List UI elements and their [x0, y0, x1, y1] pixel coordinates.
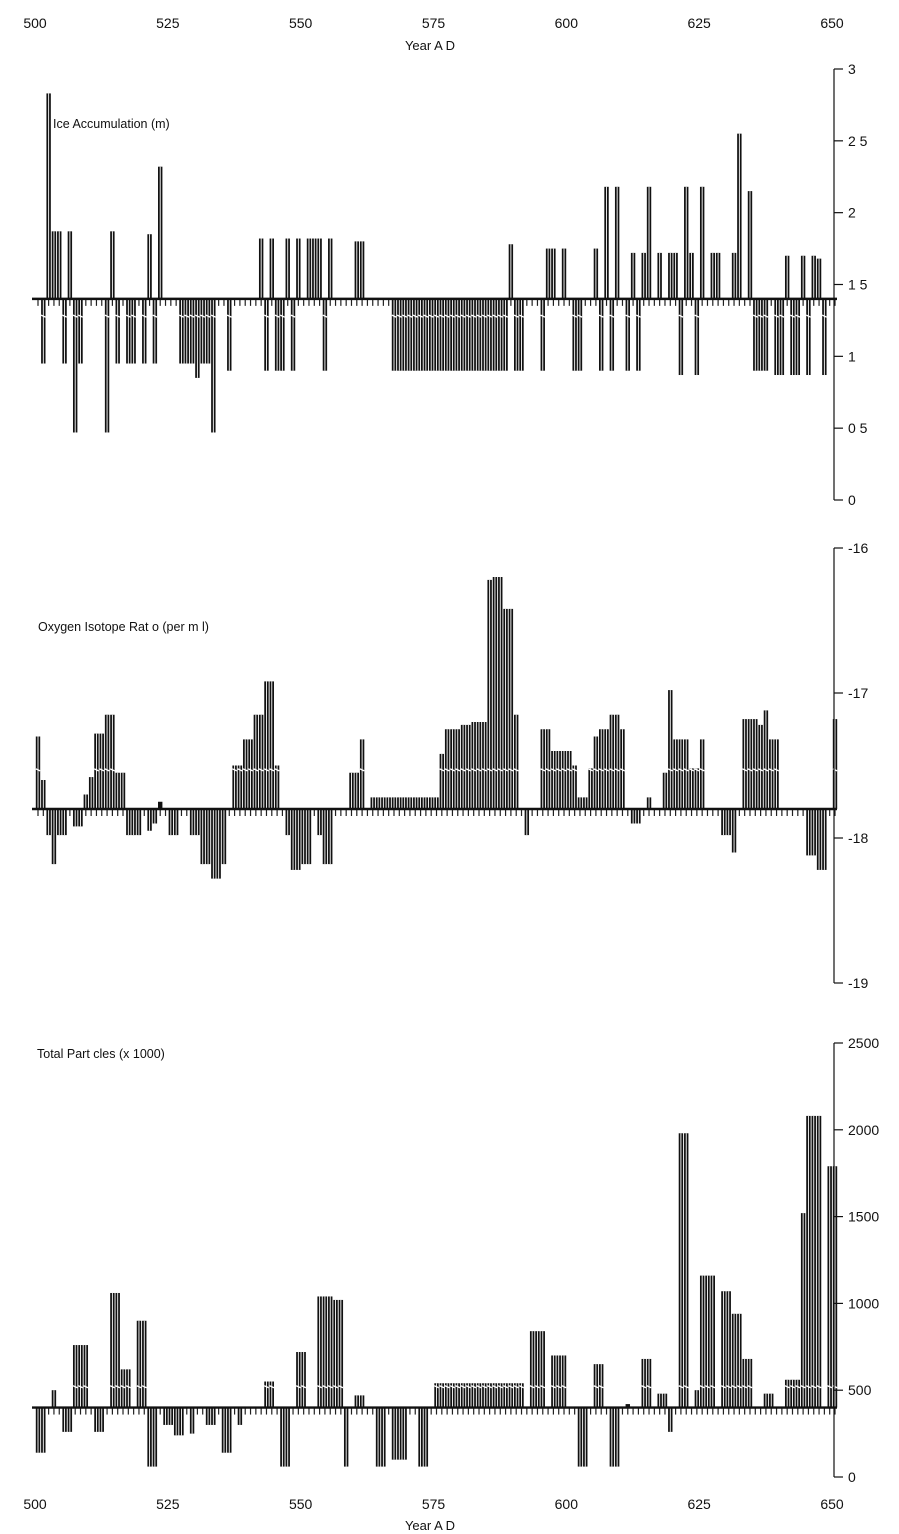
y-tick-label: 500 [848, 1382, 872, 1398]
x-tick-label: 525 [156, 15, 180, 31]
y-tick-label: -18 [848, 830, 868, 846]
x-tick-label: 650 [820, 1496, 844, 1512]
top-year-axis: 500 525 550 575 600 625 650 Year A D [23, 15, 844, 53]
y-tick-label: 2 [848, 205, 856, 221]
x-tick-label: 625 [687, 1496, 711, 1512]
y-tick-label: 2500 [848, 1035, 879, 1051]
ice-accumulation-panel: Ice Accumulation (m) 32 521 510 50 [32, 61, 868, 508]
x-tick-label: 575 [422, 15, 446, 31]
y-tick-label: 1500 [848, 1209, 879, 1225]
y-tick-label: 2 5 [848, 133, 868, 149]
y-tick-label: 0 5 [848, 420, 868, 436]
total-particles-bars [32, 1115, 838, 1467]
x-tick-label: 500 [23, 15, 47, 31]
y-tick-label: -17 [848, 685, 868, 701]
ice-accumulation-bars [32, 93, 837, 433]
y-tick-label: 2000 [848, 1122, 879, 1138]
bar [158, 801, 163, 809]
x-tick-label: 550 [289, 15, 313, 31]
y-tick-label: 3 [848, 61, 856, 77]
hatch-level-dashes [40, 314, 827, 318]
bottom-year-axis: 500 525 550 575 600 625 650 Year A D [23, 1496, 844, 1533]
hatch-level-dashes [35, 768, 838, 772]
y-tick-label: 1000 [848, 1295, 879, 1311]
total-particles-axis: 2500 2000 1500 1000 500 0 [833, 1035, 879, 1485]
y-tick-label: -19 [848, 975, 868, 991]
x-tick-label: 600 [555, 1496, 579, 1512]
y-tick-label: 1 [848, 348, 856, 364]
x-axis-title: Year A D [405, 1518, 455, 1533]
hatch-level-dashes [72, 1385, 838, 1389]
y-tick-label: -16 [848, 540, 868, 556]
ice-accumulation-title: Ice Accumulation (m) [53, 117, 170, 131]
oxygen-isotope-panel: Oxygen Isotope Rat o (per m l) -16 -17 -18… [32, 540, 868, 991]
oxygen-isotope-title: Oxygen Isotope Rat o (per m l) [38, 620, 209, 634]
total-particles-title: Total Part cles (x 1000) [37, 1047, 165, 1061]
ice-accumulation-axis: 32 521 510 50 [833, 61, 868, 508]
x-tick-label: 625 [687, 15, 711, 31]
x-tick-label: 525 [156, 1496, 180, 1512]
y-tick-label: 0 [848, 492, 856, 508]
y-tick-label: 0 [848, 1469, 856, 1485]
x-tick-label: 550 [289, 1496, 313, 1512]
x-tick-label: 500 [23, 1496, 47, 1512]
bar [625, 1404, 630, 1408]
total-particles-panel: Total Part cles (x 1000) 2500 2000 1500 100… [32, 1035, 879, 1485]
oxygen-isotope-bars [32, 577, 838, 879]
oxygen-isotope-axis: -16 -17 -18 -19 [833, 540, 868, 991]
x-tick-label: 575 [422, 1496, 446, 1512]
x-axis-title: Year A D [405, 38, 455, 53]
x-tick-label: 650 [820, 15, 844, 31]
y-tick-label: 1 5 [848, 277, 868, 293]
x-tick-label: 600 [555, 15, 579, 31]
